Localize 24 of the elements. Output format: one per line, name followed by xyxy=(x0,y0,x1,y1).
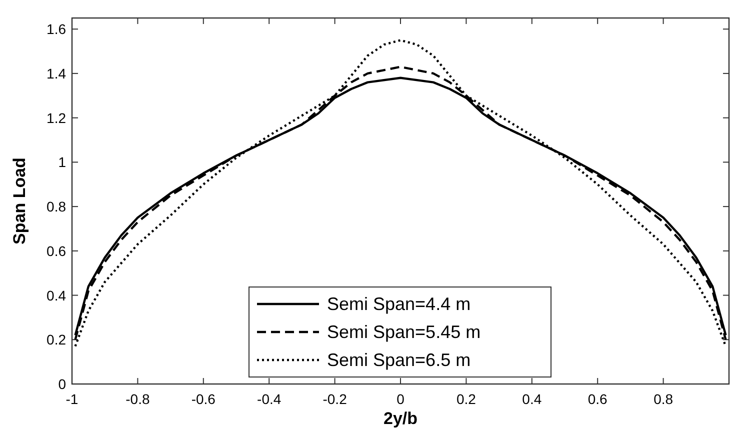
legend-label: Semi Span=5.45 m xyxy=(327,322,481,342)
legend-label: Semi Span=4.4 m xyxy=(327,294,471,314)
x-tick-label: -0.8 xyxy=(126,391,150,407)
x-tick-label: 0 xyxy=(396,391,405,407)
y-tick-label: 1.2 xyxy=(46,110,66,126)
x-tick-label: 0.8 xyxy=(654,391,674,407)
y-tick-label: 0.8 xyxy=(46,198,66,215)
x-tick-label: -0.2 xyxy=(322,391,348,407)
x-tick-label: 0.6 xyxy=(588,391,608,407)
y-tick-label: 0.6 xyxy=(46,242,66,259)
x-axis-title: 2y/b xyxy=(383,409,418,428)
y-tick-label: 1.4 xyxy=(46,65,66,82)
y-tick-label: 0.4 xyxy=(46,287,66,304)
y-tick-label: 1.6 xyxy=(46,21,66,38)
x-tick-label: 0.4 xyxy=(522,391,542,407)
y-tick-label: 1 xyxy=(58,154,66,170)
legend-label: Semi Span=6.5 m xyxy=(327,350,471,370)
x-tick-label: -0.6 xyxy=(191,391,216,407)
y-tick-label: 0.2 xyxy=(46,332,66,348)
y-axis-title: Span Load xyxy=(10,158,29,244)
y-tick-label: 0 xyxy=(58,376,66,392)
x-tick-label: -0.4 xyxy=(257,391,282,407)
x-tick-label: -1 xyxy=(66,391,78,407)
x-tick-label: 0.2 xyxy=(456,391,476,407)
